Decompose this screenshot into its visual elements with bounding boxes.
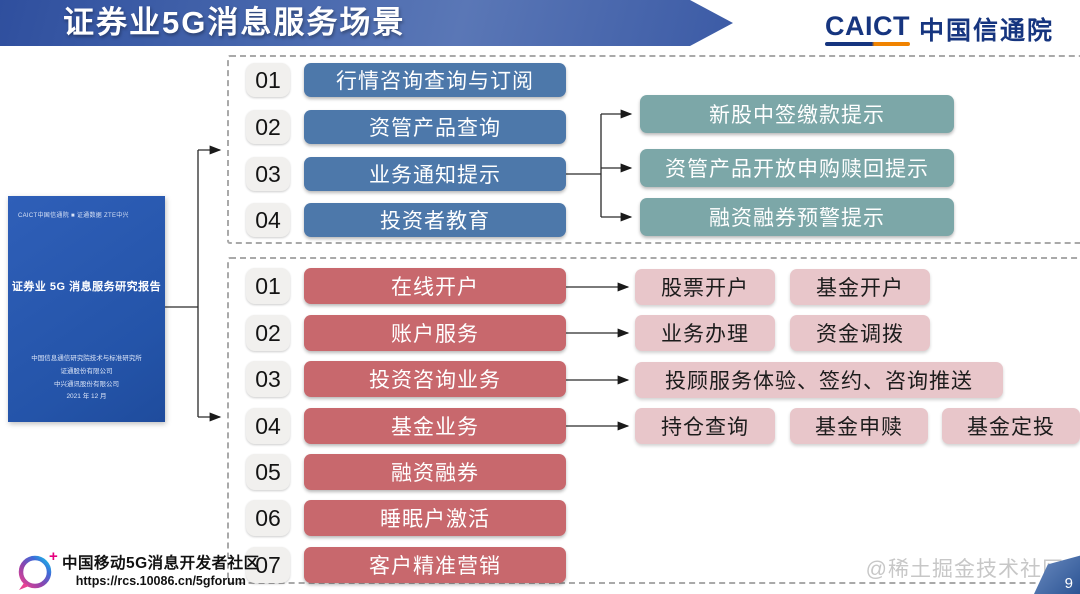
detail-box: 基金定投: [942, 408, 1080, 444]
title-banner: [0, 0, 733, 46]
info-item-num: 03: [246, 157, 290, 191]
detail-box: 业务办理: [635, 315, 775, 351]
notification-box: 融资融券预警提示: [640, 198, 954, 236]
svg-text:+: +: [49, 548, 58, 565]
biz-item-num: 03: [246, 361, 290, 397]
biz-item-num: 04: [246, 408, 290, 444]
info-item-num: 02: [246, 110, 290, 144]
info-item-num: 01: [246, 63, 290, 97]
watermark: @稀土掘金技术社区: [865, 558, 1064, 581]
biz-item-label: 账户服务: [304, 315, 566, 351]
info-item-label: 投资者教育: [304, 203, 566, 237]
biz-item-num: 07: [246, 547, 290, 583]
biz-item-label: 在线开户: [304, 268, 566, 304]
detail-box: 资金调拨: [790, 315, 930, 351]
info-item-label: 业务通知提示: [304, 157, 566, 191]
info-item-num: 04: [246, 203, 290, 237]
caict-logo-en: CAICT: [824, 12, 910, 46]
cover-footer: 中国信息通信研究院技术与标准研究所 证通股份有限公司 中兴通讯股份有限公司 20…: [31, 355, 142, 401]
community-footer: 中国移动5G消息开发者社区 https://rcs.10086.cn/5gfor…: [62, 551, 260, 588]
detail-box: 股票开户: [635, 269, 775, 305]
info-services-frame: [227, 55, 1080, 244]
detail-box: 基金申赎: [790, 408, 928, 444]
business-services-frame: [227, 257, 1080, 584]
biz-item-num: 01: [246, 268, 290, 304]
cover-logos: CAICT中国信通院 ■ 证通数据 ZTE中兴: [18, 213, 129, 219]
biz-item-label: 客户精准营销: [304, 547, 566, 583]
biz-item-label: 基金业务: [304, 408, 566, 444]
info-item-label: 资管产品查询: [304, 110, 566, 144]
notification-box: 新股中签缴款提示: [640, 95, 954, 133]
caict-logo: CAICT 中国信通院: [824, 11, 1054, 47]
detail-box: 基金开户: [790, 269, 930, 305]
5g-message-bubble-icon: +: [18, 548, 58, 590]
community-name: 中国移动5G消息开发者社区: [62, 555, 260, 572]
detail-box: 持仓查询: [635, 408, 775, 444]
notification-box: 资管产品开放申购赎回提示: [640, 149, 954, 187]
detail-box: 投顾服务体验、签约、咨询推送: [635, 362, 1003, 398]
cover-title: 证券业 5G 消息服务研究报告: [11, 281, 162, 293]
community-url: https://rcs.10086.cn/5gforum: [75, 574, 246, 588]
caict-swoosh-underline: [824, 41, 910, 46]
caict-logo-cn: 中国信通院: [918, 17, 1054, 45]
biz-item-num: 02: [246, 315, 290, 351]
biz-item-label: 投资咨询业务: [304, 361, 566, 397]
page-number: 9: [1064, 575, 1073, 592]
biz-item-num: 05: [246, 454, 290, 490]
biz-item-label: 融资融券: [304, 454, 566, 490]
page-title: 证券业5G消息服务场景: [63, 5, 406, 40]
report-cover: CAICT中国信通院 ■ 证通数据 ZTE中兴 证券业 5G 消息服务研究报告 …: [8, 196, 165, 422]
info-item-label: 行情咨询查询与订阅: [304, 63, 566, 97]
biz-item-label: 睡眠户激活: [304, 500, 566, 536]
biz-item-num: 06: [246, 500, 290, 536]
